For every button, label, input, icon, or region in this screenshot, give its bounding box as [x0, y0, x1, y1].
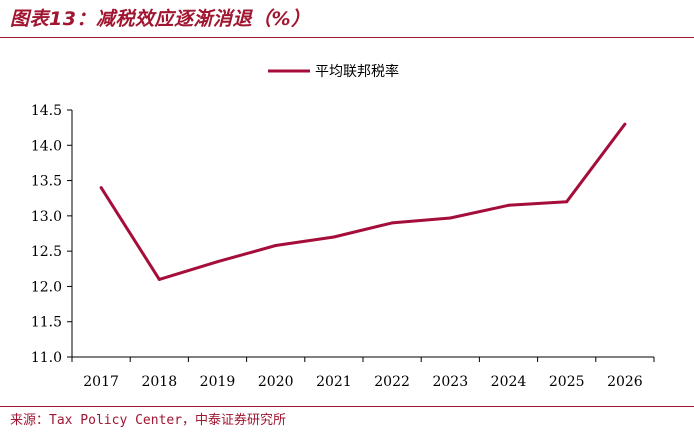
data-point — [216, 260, 219, 264]
y-tick-label: 12.5 — [31, 244, 62, 260]
x-tick-label: 2021 — [316, 374, 352, 390]
series-group — [99, 122, 627, 281]
x-tick-label: 2026 — [607, 374, 643, 390]
title-divider — [0, 37, 694, 38]
data-point — [507, 203, 510, 207]
data-point — [99, 186, 103, 190]
chart-title: 图表13：减税效应逐渐消退（%） — [10, 8, 311, 30]
x-tick-label: 2024 — [491, 374, 527, 390]
footer-divider — [0, 406, 694, 407]
data-point — [565, 200, 569, 204]
x-tick-label: 2025 — [549, 374, 585, 390]
series-line — [99, 123, 627, 281]
y-tick-label: 14.5 — [31, 103, 62, 119]
x-tick-label: 2018 — [141, 374, 177, 390]
data-point — [274, 243, 278, 247]
y-tick-label: 11.0 — [31, 350, 62, 366]
source-note: 来源：Tax Policy Center，中泰证券研究所 — [10, 413, 287, 428]
x-tick-label: 2020 — [258, 374, 294, 390]
y-tick-label: 13.0 — [31, 209, 62, 225]
data-point — [390, 221, 394, 225]
data-point — [157, 277, 161, 281]
data-point — [623, 122, 627, 126]
x-axis: 2017 2018 2019 2020 2021 2022 2023 2024 2025 2026 — [71, 356, 655, 390]
x-tick-label: 2023 — [432, 374, 468, 390]
data-point — [332, 235, 336, 239]
y-tick-label: 12.0 — [31, 279, 62, 295]
x-tick-label: 2017 — [83, 374, 119, 390]
legend: 平均联邦税率 — [268, 63, 399, 80]
y-axis: 11.0 11.5 12.0 12.5 13.0 13.5 14.0 14.5 — [31, 103, 73, 366]
y-tick-label: 13.5 — [31, 174, 62, 190]
data-point — [448, 216, 452, 220]
x-tick-label: 2022 — [374, 374, 410, 390]
y-tick-label: 14.0 — [31, 138, 62, 154]
legend-label: 平均联邦税率 — [315, 63, 399, 80]
y-tick-label: 11.5 — [31, 315, 62, 331]
x-tick-label: 2019 — [200, 374, 236, 390]
